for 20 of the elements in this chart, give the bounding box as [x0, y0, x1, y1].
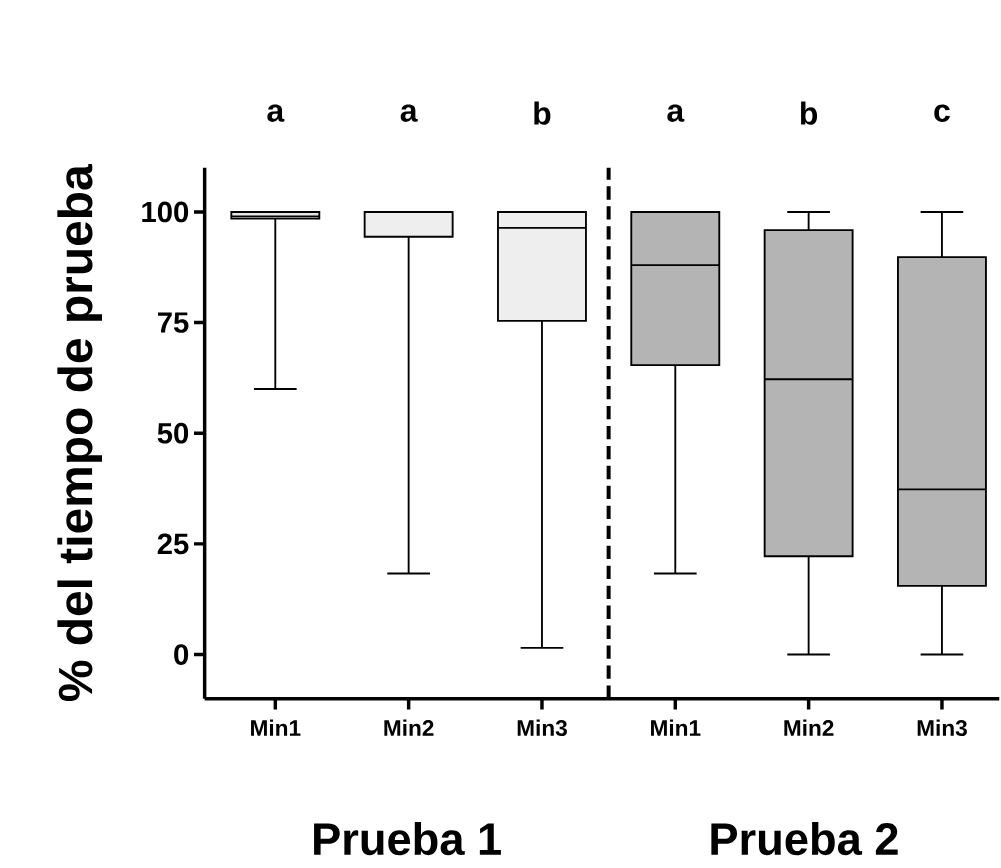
- x-tick-label: Min3: [917, 719, 967, 736]
- y-tick-label: 50: [157, 422, 189, 444]
- text: b: [800, 101, 818, 125]
- x-tick-label: Min2: [384, 719, 434, 736]
- x-tick-label: Min3: [517, 719, 567, 736]
- y-tick-label: 100: [142, 201, 189, 223]
- y-tick-label: 25: [157, 533, 189, 555]
- text: a: [267, 104, 285, 122]
- x-tick-label: Min1: [651, 719, 701, 736]
- x-tick-label: Min1: [251, 719, 301, 736]
- text: Prueba 2: [711, 821, 898, 855]
- x-tick-label: Min2: [784, 719, 834, 736]
- y-tick-label: 75: [157, 312, 189, 333]
- text: b: [534, 101, 551, 125]
- y-tick-label: 0: [174, 643, 189, 665]
- text: a: [667, 104, 685, 122]
- text: c: [934, 104, 950, 122]
- text: a: [400, 104, 418, 122]
- text: Prueba 1: [314, 821, 501, 855]
- y-axis-title: % del tiempo de prueba: [57, 163, 103, 701]
